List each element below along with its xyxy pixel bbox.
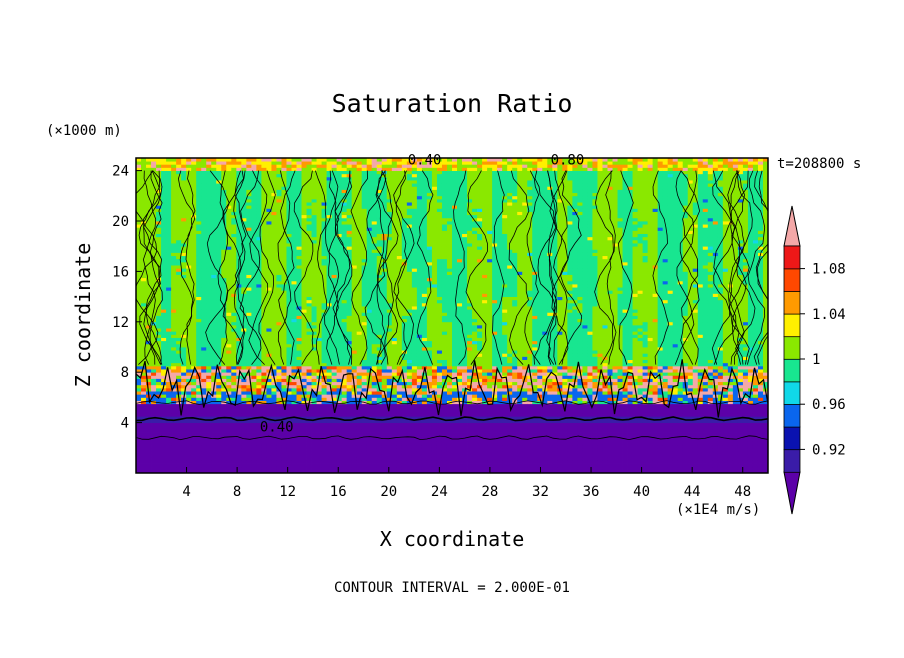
y-unit-label: (×1000 m) — [46, 123, 122, 139]
colorbar-swatch — [784, 291, 800, 314]
x-tick-label: 8 — [233, 484, 241, 500]
colorbar: 0.92 0.96 1 1.04 1.08 — [784, 206, 846, 514]
contour-interval-footer: CONTOUR INTERVAL = 2.000E-01 — [334, 580, 570, 596]
x-tick-label: 32 — [532, 484, 549, 500]
colorbar-swatch — [784, 427, 800, 450]
x-tick-label: 28 — [481, 484, 498, 500]
colorbar-swatch — [784, 449, 800, 472]
time-label: t=208800 s — [777, 156, 861, 172]
x-tick-label: 24 — [431, 484, 448, 500]
colorbar-label: 1 — [812, 352, 820, 368]
colorbar-upper-arrow — [784, 206, 800, 246]
x-tick-label: 48 — [734, 484, 751, 500]
colorbar-label: 0.92 — [812, 442, 846, 458]
y-tick-label: 20 — [112, 214, 129, 230]
colorbar-swatch — [784, 404, 800, 427]
colorbar-label: 0.96 — [812, 397, 846, 413]
colorbar-swatch — [784, 359, 800, 382]
x-tick-label: 40 — [633, 484, 650, 500]
contour-label: 0.80 — [551, 152, 585, 168]
contour-label: 0.40 — [260, 419, 294, 435]
x-unit-label: (×1E4 m/s) — [676, 502, 760, 518]
y-axis-label: Z coordinate — [71, 243, 95, 388]
x-tick-label: 20 — [380, 484, 397, 500]
x-tick-label: 44 — [684, 484, 701, 500]
contour-label: 0.40 — [408, 152, 442, 168]
colorbar-swatch — [784, 382, 800, 405]
x-tick-label: 12 — [279, 484, 296, 500]
colorbar-label: 1.08 — [812, 262, 846, 278]
y-tick-label: 12 — [112, 315, 129, 331]
x-tick-label: 36 — [583, 484, 600, 500]
y-tick-label: 8 — [121, 365, 129, 381]
x-tick-label: 16 — [330, 484, 347, 500]
chart-title: Saturation Ratio — [332, 89, 573, 118]
colorbar-swatch — [784, 314, 800, 337]
y-tick-label: 4 — [121, 416, 129, 432]
colorbar-label: 1.04 — [812, 307, 846, 323]
colorbar-swatch — [784, 336, 800, 359]
x-axis-label: X coordinate — [380, 527, 525, 551]
colorbar-swatch — [784, 269, 800, 292]
x-tick-label: 4 — [182, 484, 190, 500]
colorbar-swatch — [784, 246, 800, 269]
plot-area — [134, 158, 774, 473]
colorbar-lower-arrow — [784, 472, 800, 514]
y-tick-label: 24 — [112, 164, 129, 180]
y-tick-label: 16 — [112, 264, 129, 280]
